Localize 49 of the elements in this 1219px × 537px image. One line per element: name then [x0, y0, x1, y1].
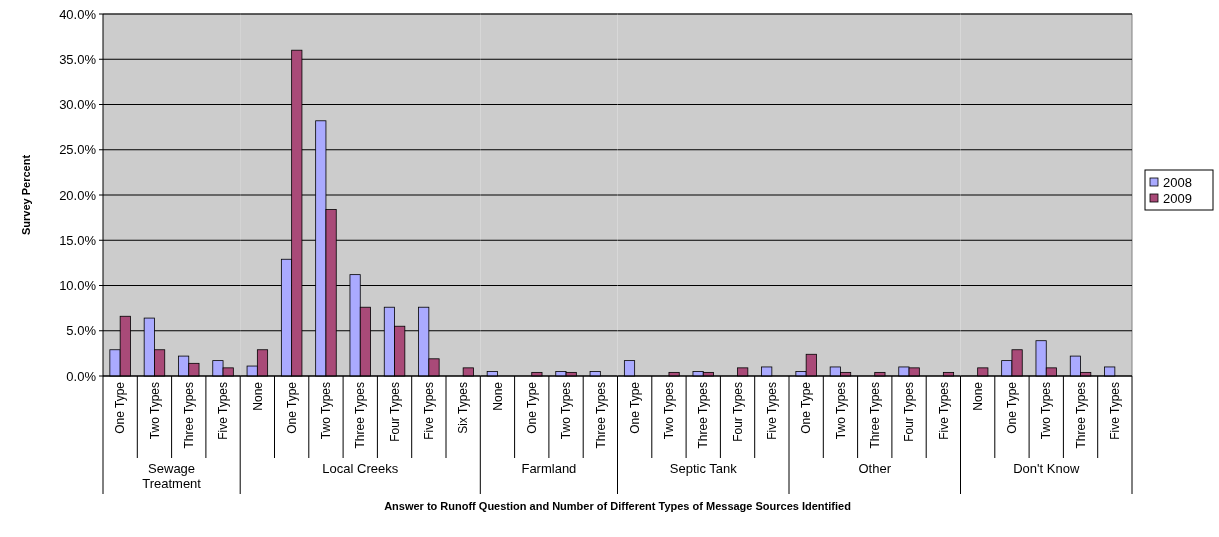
x-tick-label: One Type — [799, 381, 814, 434]
x-axis-title: Local Creeks — [322, 461, 399, 476]
y-tick-label: 15.0% — [59, 232, 97, 248]
x-tick-label: One Type — [627, 381, 642, 434]
x-tick-label: One Type — [1005, 381, 1020, 434]
legend-label: 2009 — [1163, 190, 1192, 206]
x-tick-label: Four Types — [387, 382, 402, 442]
y-tick-label: 20.0% — [59, 187, 97, 203]
x-tick-label: Five Types — [936, 382, 951, 440]
y-tick-label: 40.0% — [59, 6, 97, 22]
x-axis-title: Don't Know — [1013, 461, 1080, 476]
text: Answer to Runoff Question and Number of Different Types of Message Sources Identified — [384, 500, 851, 512]
x-tick-label: None — [970, 381, 985, 411]
y-axis-title: Survey Percent — [20, 154, 32, 236]
x-tick-label: Two Types — [319, 382, 334, 440]
y-tick-label: 25.0% — [59, 142, 97, 158]
y-tick-label: 30.0% — [59, 97, 97, 113]
x-tick-label: One Type — [284, 381, 299, 434]
x-tick-label: Three Types — [181, 382, 196, 449]
x-tick-label: None — [250, 381, 265, 411]
x-tick-label: Two Types — [147, 382, 162, 440]
x-tick-label: Three Types — [867, 382, 882, 449]
x-axis-title: Sewage Treatment — [142, 461, 202, 491]
x-tick-label: One Type — [113, 381, 128, 434]
x-axis-title: Septic Tank — [669, 461, 738, 476]
x-tick-label: Two Types — [833, 382, 848, 440]
x-tick-label: Four Types — [902, 382, 917, 442]
x-tick-label: Three Types — [1073, 382, 1088, 449]
y-tick-label: 5.0% — [66, 323, 97, 339]
x-tick-label: Five Types — [422, 382, 437, 440]
x-axis-title: Other — [858, 461, 892, 476]
x-axis-title: Farmland — [521, 461, 577, 476]
x-tick-label: Five Types — [216, 382, 231, 440]
x-tick-label: None — [490, 381, 505, 411]
x-tick-label: Two Types — [1039, 382, 1054, 440]
x-tick-label: Three Types — [593, 382, 608, 449]
x-tick-label: One Type — [524, 381, 539, 434]
x-tick-label: Three Types — [696, 382, 711, 449]
y-tick-label: 35.0% — [59, 51, 97, 67]
legend-label: 2008 — [1163, 174, 1192, 190]
x-tick-label: Three Types — [353, 382, 368, 449]
y-tick-label: 0.0% — [66, 368, 97, 384]
x-tick-label: Six Types — [456, 382, 471, 434]
x-tick-label: Two Types — [559, 382, 574, 440]
x-tick-label: Five Types — [1108, 382, 1123, 440]
x-tick-label: Five Types — [765, 382, 780, 440]
x-tick-label: Four Types — [730, 382, 745, 442]
x-tick-label: Two Types — [662, 382, 677, 440]
y-tick-label: 10.0% — [59, 278, 97, 294]
